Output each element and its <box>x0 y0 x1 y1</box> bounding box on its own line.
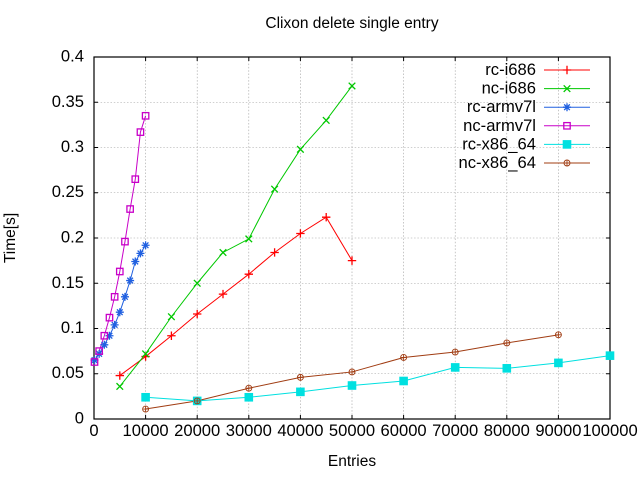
svg-text:nc-armv7l: nc-armv7l <box>463 116 536 135</box>
svg-text:60000: 60000 <box>381 421 427 440</box>
svg-text:80000: 80000 <box>484 421 530 440</box>
svg-text:70000: 70000 <box>432 421 478 440</box>
svg-text:0.3: 0.3 <box>61 137 84 156</box>
svg-text:40000: 40000 <box>277 421 323 440</box>
svg-text:rc-i686: rc-i686 <box>485 60 536 79</box>
svg-text:10000: 10000 <box>123 421 169 440</box>
svg-text:nc-i686: nc-i686 <box>482 79 536 98</box>
svg-text:0.35: 0.35 <box>52 92 84 111</box>
svg-text:0.15: 0.15 <box>52 273 84 292</box>
svg-text:0.25: 0.25 <box>52 182 84 201</box>
svg-text:50000: 50000 <box>329 421 375 440</box>
svg-text:Clixon delete single entry: Clixon delete single entry <box>265 15 438 32</box>
svg-text:0.2: 0.2 <box>61 228 84 247</box>
svg-text:0: 0 <box>89 421 98 440</box>
svg-text:90000: 90000 <box>535 421 581 440</box>
svg-text:Time[s]: Time[s] <box>2 213 19 263</box>
svg-text:rc-armv7l: rc-armv7l <box>467 97 536 116</box>
svg-text:100000: 100000 <box>582 421 637 440</box>
svg-text:0: 0 <box>75 409 84 428</box>
svg-text:0.05: 0.05 <box>52 363 84 382</box>
svg-text:20000: 20000 <box>174 421 220 440</box>
svg-text:0.1: 0.1 <box>61 318 84 337</box>
svg-text:Entries: Entries <box>328 453 376 470</box>
svg-text:rc-x86_64: rc-x86_64 <box>462 134 536 153</box>
svg-text:30000: 30000 <box>226 421 272 440</box>
svg-text:nc-x86_64: nc-x86_64 <box>459 153 537 172</box>
svg-text:0.4: 0.4 <box>61 47 84 66</box>
